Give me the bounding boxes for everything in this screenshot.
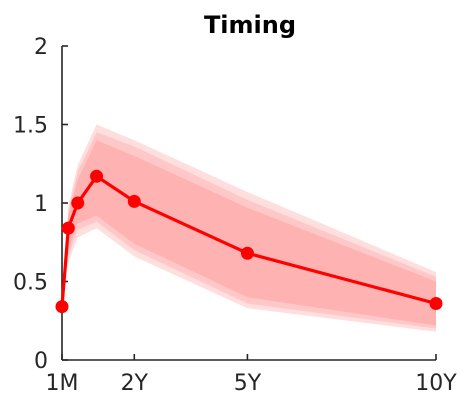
- data-point: [240, 246, 254, 260]
- data-point: [429, 296, 443, 310]
- x-tick-label: 10Y: [415, 371, 457, 396]
- data-point: [61, 221, 75, 235]
- x-ticks: 1M 2Y 5Y 10Y: [46, 354, 457, 396]
- chart-title: Timing: [204, 11, 296, 39]
- x-tick-label: 1M: [46, 371, 79, 396]
- data-point: [90, 169, 104, 183]
- series: [55, 169, 443, 314]
- y-ticks: 0 0.5 1 1.5 2: [13, 35, 68, 374]
- y-tick-label: 1.5: [13, 114, 48, 139]
- x-tick-label: 5Y: [234, 371, 262, 396]
- confidence-bands: [62, 124, 436, 332]
- data-point: [55, 300, 69, 314]
- y-tick-label: 0.5: [13, 271, 48, 296]
- data-point: [71, 196, 85, 210]
- x-tick-label: 2Y: [121, 371, 149, 396]
- data-point: [127, 194, 141, 208]
- y-tick-label: 0: [34, 349, 48, 374]
- y-tick-label: 1: [34, 192, 48, 217]
- y-tick-label: 2: [34, 35, 48, 60]
